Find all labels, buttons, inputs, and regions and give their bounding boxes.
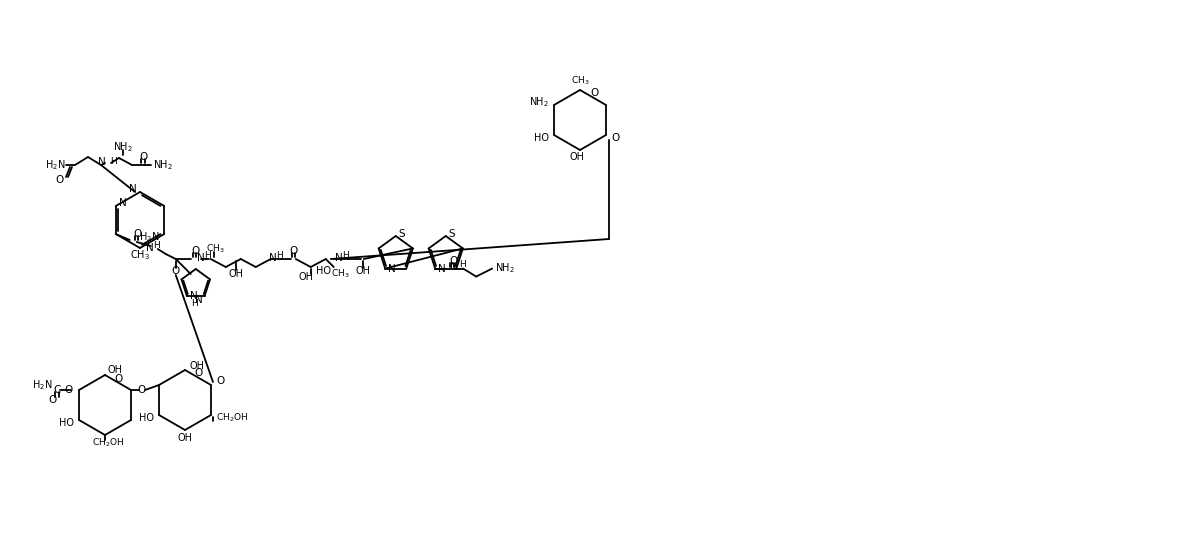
Text: O: O: [138, 152, 147, 162]
Text: O: O: [611, 133, 620, 143]
Text: H: H: [458, 260, 466, 269]
Text: O: O: [191, 246, 200, 256]
Text: H: H: [343, 251, 349, 260]
Text: N: N: [99, 157, 106, 167]
Text: N: N: [129, 184, 137, 194]
Text: N: N: [119, 198, 126, 208]
Text: N: N: [190, 291, 197, 301]
Text: N: N: [334, 253, 343, 263]
Text: O: O: [290, 246, 298, 256]
Text: H: H: [205, 251, 211, 260]
Text: NH$_2$: NH$_2$: [496, 262, 515, 275]
Text: OH: OH: [569, 152, 585, 162]
Text: H: H: [153, 241, 160, 250]
Text: O: O: [449, 255, 457, 266]
Text: O: O: [172, 266, 180, 276]
Text: N: N: [269, 253, 277, 263]
Text: CH$_2$OH: CH$_2$OH: [91, 437, 124, 449]
Text: CH$_3$: CH$_3$: [130, 248, 150, 262]
Text: CH$_3$: CH$_3$: [570, 75, 589, 87]
Text: S: S: [398, 229, 405, 239]
Text: H$_2$N: H$_2$N: [138, 230, 159, 244]
Text: H: H: [191, 299, 197, 308]
Text: N: N: [146, 243, 154, 253]
Text: OH: OH: [178, 433, 192, 443]
Text: HO: HO: [59, 418, 75, 428]
Text: HO: HO: [315, 266, 331, 276]
Text: CH$_2$OH: CH$_2$OH: [217, 411, 248, 424]
Text: O: O: [114, 374, 123, 383]
Text: OH: OH: [190, 361, 205, 371]
Text: CH$_3$: CH$_3$: [332, 268, 350, 280]
Text: OH: OH: [355, 266, 371, 276]
Text: OH: OH: [229, 269, 243, 279]
Text: N: N: [450, 262, 458, 272]
Text: N: N: [389, 264, 396, 274]
Text: C: C: [53, 385, 60, 395]
Text: NH$_2$: NH$_2$: [113, 140, 134, 154]
Text: N: N: [438, 264, 446, 274]
Text: H: H: [277, 251, 283, 260]
Text: HO: HO: [534, 133, 549, 143]
Text: N: N: [195, 295, 202, 305]
Text: O: O: [591, 87, 599, 98]
Text: O: O: [138, 385, 146, 395]
Text: CH$_3$: CH$_3$: [207, 243, 225, 255]
Text: H: H: [109, 158, 117, 166]
Text: O: O: [48, 395, 57, 405]
Text: OH: OH: [108, 365, 123, 375]
Text: O: O: [134, 229, 142, 239]
Text: O: O: [217, 376, 224, 386]
Text: O: O: [55, 175, 64, 185]
Text: NH$_2$: NH$_2$: [153, 158, 173, 172]
Text: NH$_2$: NH$_2$: [529, 95, 549, 109]
Text: HO: HO: [140, 413, 154, 423]
Text: O: O: [65, 385, 73, 395]
Text: S: S: [449, 229, 456, 239]
Text: O: O: [195, 368, 203, 379]
Text: OH: OH: [298, 272, 313, 282]
Text: H$_2$N: H$_2$N: [31, 378, 52, 392]
Text: H$_2$N: H$_2$N: [45, 158, 65, 172]
Text: N: N: [197, 253, 205, 263]
